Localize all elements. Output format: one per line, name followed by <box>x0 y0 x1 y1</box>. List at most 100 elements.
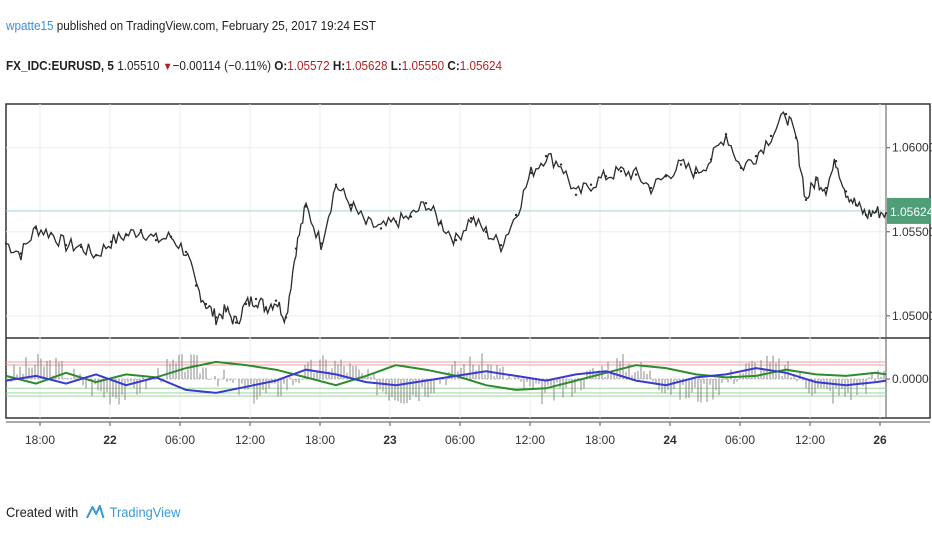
price-point <box>379 227 383 230</box>
chart-border <box>5 103 931 419</box>
publish-line: wpatte15 published on TradingView.com, F… <box>6 18 376 33</box>
ticker-line: FX_IDC:EURUSD, 5 1.05510 ▼−0.00114 (−0.1… <box>6 58 502 73</box>
price-point <box>109 240 113 244</box>
x-tick-label: 06:00 <box>445 433 475 447</box>
grid-lines <box>6 104 886 418</box>
price-point <box>244 302 248 306</box>
last-price: 1.05510 <box>117 58 160 73</box>
low-value: 1.05550 <box>401 58 445 73</box>
x-tick-label: 06:00 <box>725 433 755 447</box>
price-point <box>424 201 428 205</box>
price-chart[interactable]: 18:00 22 06:00 12:00 18:00 23 06:00 12:00 18:00 2… <box>0 0 932 470</box>
price-point <box>409 215 413 218</box>
price-point <box>589 183 593 186</box>
price-point <box>634 173 638 176</box>
price-point <box>394 220 398 223</box>
x-tick-label: 18:00 <box>305 433 335 447</box>
price-point <box>194 284 198 287</box>
created-with-text: Created with <box>6 504 79 520</box>
price-point <box>694 171 698 175</box>
price-point <box>844 190 848 193</box>
price-point <box>784 112 788 116</box>
open-label: O: <box>274 58 288 73</box>
price-point <box>49 232 53 235</box>
price-point <box>254 297 258 301</box>
y-tick-label: 1.05500 <box>892 225 932 239</box>
x-tick-label: 18:00 <box>585 433 615 447</box>
price-point <box>349 203 353 207</box>
price-point <box>334 183 338 186</box>
price-point <box>274 299 278 302</box>
price-point <box>214 316 218 319</box>
price-point <box>559 163 563 166</box>
x-tick-label: 12:00 <box>515 433 545 447</box>
last-price-badge <box>887 197 931 224</box>
price-point <box>874 210 878 213</box>
footer: Created with TradingView <box>6 503 180 521</box>
price-point <box>514 213 518 217</box>
symbol[interactable]: FX_IDC:EURUSD, 5 <box>6 58 114 73</box>
price-point <box>304 205 308 208</box>
price-point <box>234 321 238 324</box>
tradingview-logo-icon <box>85 504 105 519</box>
price-point <box>94 254 98 257</box>
axes: 18:00 22 06:00 12:00 18:00 23 06:00 12:00 18:00 2… <box>25 141 932 447</box>
price-series <box>4 110 888 326</box>
price-point <box>264 306 268 309</box>
price-point <box>664 175 668 178</box>
price-point <box>439 222 443 225</box>
price-point <box>529 171 533 175</box>
price-point <box>769 134 773 138</box>
price-point <box>804 198 808 202</box>
price-point <box>854 203 858 207</box>
price-point <box>814 178 818 181</box>
chart-frames <box>5 103 931 423</box>
price-point <box>139 228 143 232</box>
price-point <box>619 170 623 173</box>
price-point <box>454 238 458 242</box>
price-line <box>5 110 887 326</box>
price-point <box>4 242 8 245</box>
price-point <box>34 227 38 230</box>
price-point <box>204 302 208 306</box>
price-point <box>754 154 758 158</box>
osc-green-line <box>5 360 887 391</box>
price-point <box>64 244 68 247</box>
price-point <box>884 212 888 215</box>
price-point <box>794 136 798 139</box>
price-point <box>19 252 23 255</box>
x-tick-label: 24 <box>663 433 677 447</box>
x-tick-label: 12:00 <box>235 433 265 447</box>
price-point <box>724 133 728 136</box>
price-point <box>169 235 173 239</box>
last-price-label: 1.05624 <box>890 205 932 219</box>
high-label: H: <box>332 58 346 73</box>
price-point <box>294 247 298 250</box>
open-value: 1.05572 <box>287 58 330 73</box>
price-point <box>649 186 653 190</box>
price-point <box>574 193 578 196</box>
price-point <box>544 154 548 158</box>
x-tick-label: 26 <box>873 433 887 447</box>
tradingview-brand[interactable]: TradingView <box>109 504 181 520</box>
low-label: L: <box>390 58 402 73</box>
price-point <box>679 163 683 166</box>
author-link[interactable]: wpatte15 <box>6 18 54 33</box>
y-tick-label: 1.06000 <box>892 141 932 155</box>
price-point <box>124 233 128 237</box>
publish-text: published on TradingView.com, February 2… <box>53 18 376 33</box>
price-point <box>709 158 713 161</box>
oscillator-series <box>5 353 887 405</box>
price-change: −0.00114 (−0.11%) <box>172 58 272 73</box>
close-label: C: <box>447 58 460 73</box>
down-triangle-icon: ▼ <box>162 61 173 73</box>
price-point <box>834 159 838 163</box>
price-point <box>864 213 868 217</box>
price-point <box>79 245 83 249</box>
close-value: 1.05624 <box>459 58 503 73</box>
price-point <box>484 230 488 233</box>
price-point <box>824 186 828 190</box>
osc-y-tick-label: 0.0000 <box>892 372 929 386</box>
price-point <box>739 166 743 170</box>
x-tick-label: 12:00 <box>795 433 825 447</box>
